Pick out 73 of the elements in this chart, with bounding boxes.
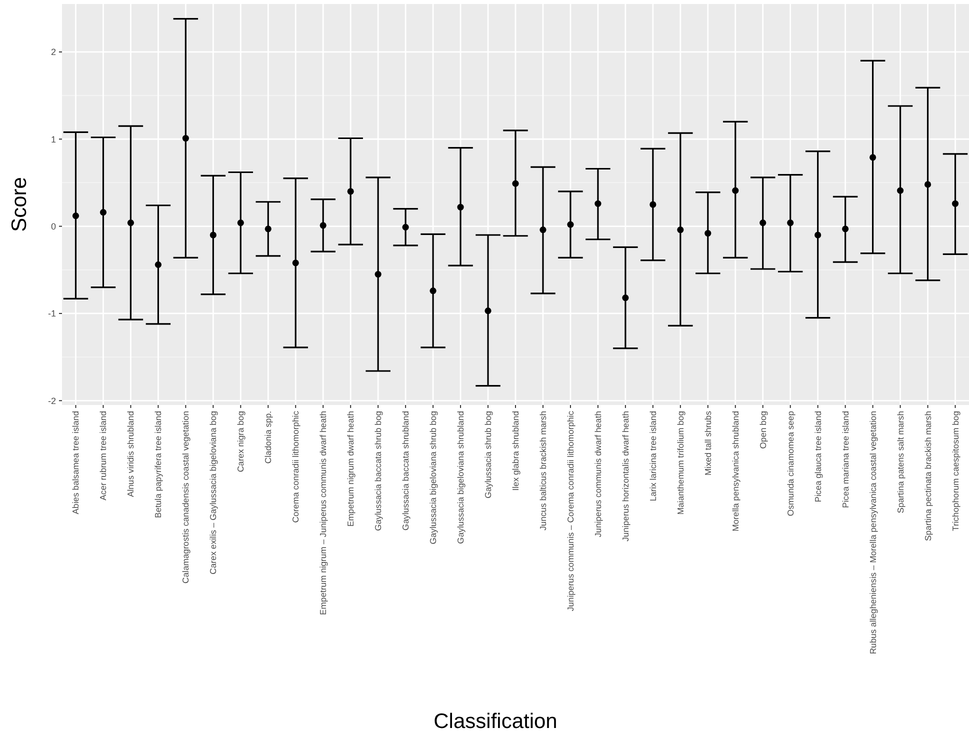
x-tick-label: Open bog (758, 410, 768, 449)
point (787, 220, 794, 226)
x-tick-label: Cladonia spp. (263, 411, 274, 464)
x-tick-label: Larix laricina tree island (648, 410, 658, 502)
point (374, 270, 382, 278)
point (650, 201, 656, 208)
point (127, 220, 134, 226)
point (760, 220, 766, 226)
x-tick-label: Spartina pectinata brackish marsh (922, 410, 933, 541)
point (732, 187, 739, 194)
x-tick-label: Osmunda cinamomea seep (785, 410, 796, 516)
y-tick-label: 0 (50, 221, 56, 232)
point (704, 230, 712, 237)
point (210, 232, 216, 238)
x-tick-label: Juniperus horizontalis dwarf heath (620, 410, 630, 542)
x-tick-label: Juncus balticus brackish marsh (538, 410, 548, 530)
point (292, 260, 299, 266)
x-tick-label: Gaylussacia shrub bog (483, 410, 494, 498)
point (154, 261, 162, 268)
point (72, 212, 80, 220)
x-tick-label: Trichophorum caespitosum bog (950, 410, 960, 532)
x-tick-label: Carex nigra bog (236, 410, 246, 472)
y-tick-label: -1 (48, 308, 56, 319)
point (842, 226, 849, 232)
x-tick-label: Gaylussacia bigeloviana shrubland (456, 410, 466, 544)
point (430, 288, 436, 294)
x-tick-label: Calamagrostis canadensis coastal vegetation (180, 410, 191, 584)
x-tick-label: Mixed tall shrubs (702, 411, 713, 476)
x-tick-label: Juniperus communis dwarf heath (592, 410, 603, 538)
x-tick-label: Alnus viridis shrubland (126, 410, 136, 497)
x-tick-label: Spartina patens salt marsh (895, 410, 906, 514)
x-tick-label: Gaylussacia baccata shrubland (400, 410, 411, 530)
x-tick-label: Corema conradii lithomorphic (290, 410, 301, 523)
point (540, 226, 546, 234)
y-axis-title: Score (8, 177, 31, 232)
x-tick-label: Picea glauca tree island (812, 410, 823, 502)
x-tick-label: Abies balsamea tree island (70, 410, 81, 514)
point (924, 181, 932, 188)
point (567, 221, 574, 228)
point (100, 209, 107, 216)
y-tick-label: 1 (50, 134, 56, 144)
x-tick-label: Ilex glabra shrubland (510, 410, 520, 491)
x-tick-label: Empetrum nigrum – Juniperus communis dwarf heath (318, 410, 328, 615)
x-tick-label: Gaylussacia baccata shrub bog (373, 410, 384, 531)
x-tick-label: Empetrum nigrum dwarf heath (346, 410, 356, 527)
point (594, 200, 602, 207)
point (237, 220, 244, 226)
point (896, 187, 904, 194)
point (512, 180, 519, 187)
x-tick-label: Picea mariana tree island (840, 410, 850, 508)
point (622, 294, 629, 302)
y-tick-label: 2 (50, 47, 56, 58)
y-tick-label: -2 (48, 396, 56, 406)
x-tick-label: Acer rubrum tree island (98, 410, 108, 500)
x-axis-title: Classification (434, 710, 558, 733)
x-tick-label: Carex exilis – Gaylussacia bigeloviana bog (208, 410, 218, 574)
x-tick-label: Rubus allegheniensis – Morella pensylvanica coastal vegetation (868, 410, 878, 654)
x-tick-label: Morella pensylvanica shrubland (730, 410, 740, 532)
point (457, 204, 464, 210)
point (484, 308, 492, 314)
x-tick-label: Maianthemum trifolium bog (675, 410, 686, 515)
point (264, 226, 272, 232)
point (677, 226, 684, 234)
point (814, 232, 822, 238)
x-tick-label: Juniperus communis – Corema conradii lithomorphic (565, 410, 576, 612)
point (182, 134, 189, 142)
x-tick-label: Betula papyrifera tree island (153, 410, 164, 518)
point (952, 200, 959, 207)
point (320, 222, 326, 229)
x-tick-label: Gaylussacia bigeloviana shrub bog (428, 410, 438, 544)
point (870, 154, 876, 161)
point (347, 188, 354, 195)
point (402, 224, 409, 230)
